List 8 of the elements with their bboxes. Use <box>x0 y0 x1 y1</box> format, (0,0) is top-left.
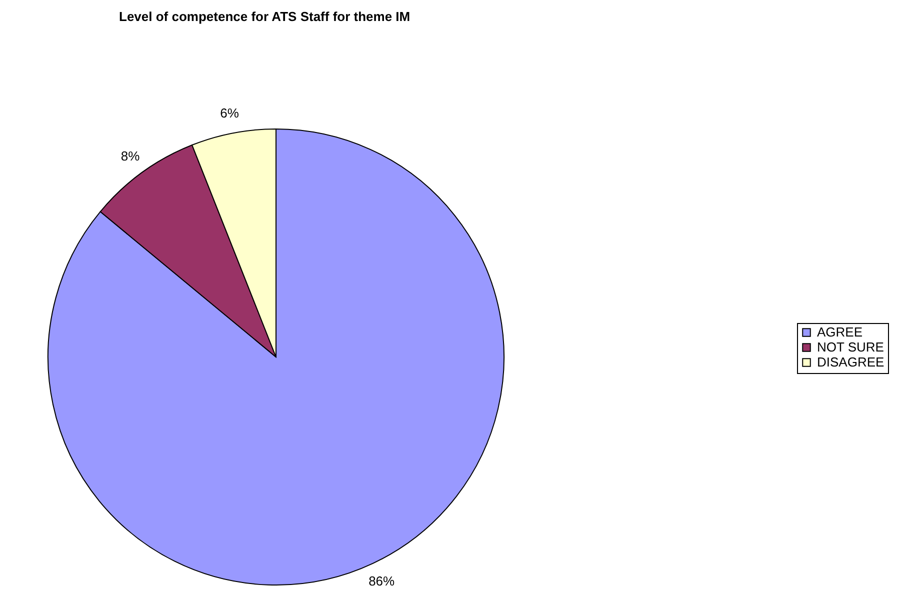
data-label: 6% <box>220 105 240 120</box>
legend-label: DISAGREE <box>817 354 885 370</box>
legend-label: NOT SURE <box>817 340 884 354</box>
data-label: 86% <box>368 573 396 588</box>
legend-label: AGREE <box>817 324 863 340</box>
data-label: 8% <box>120 148 140 164</box>
pie-slice <box>48 128 504 586</box>
chart-title: Level of competence for ATS Staff for theme IM <box>119 9 410 24</box>
